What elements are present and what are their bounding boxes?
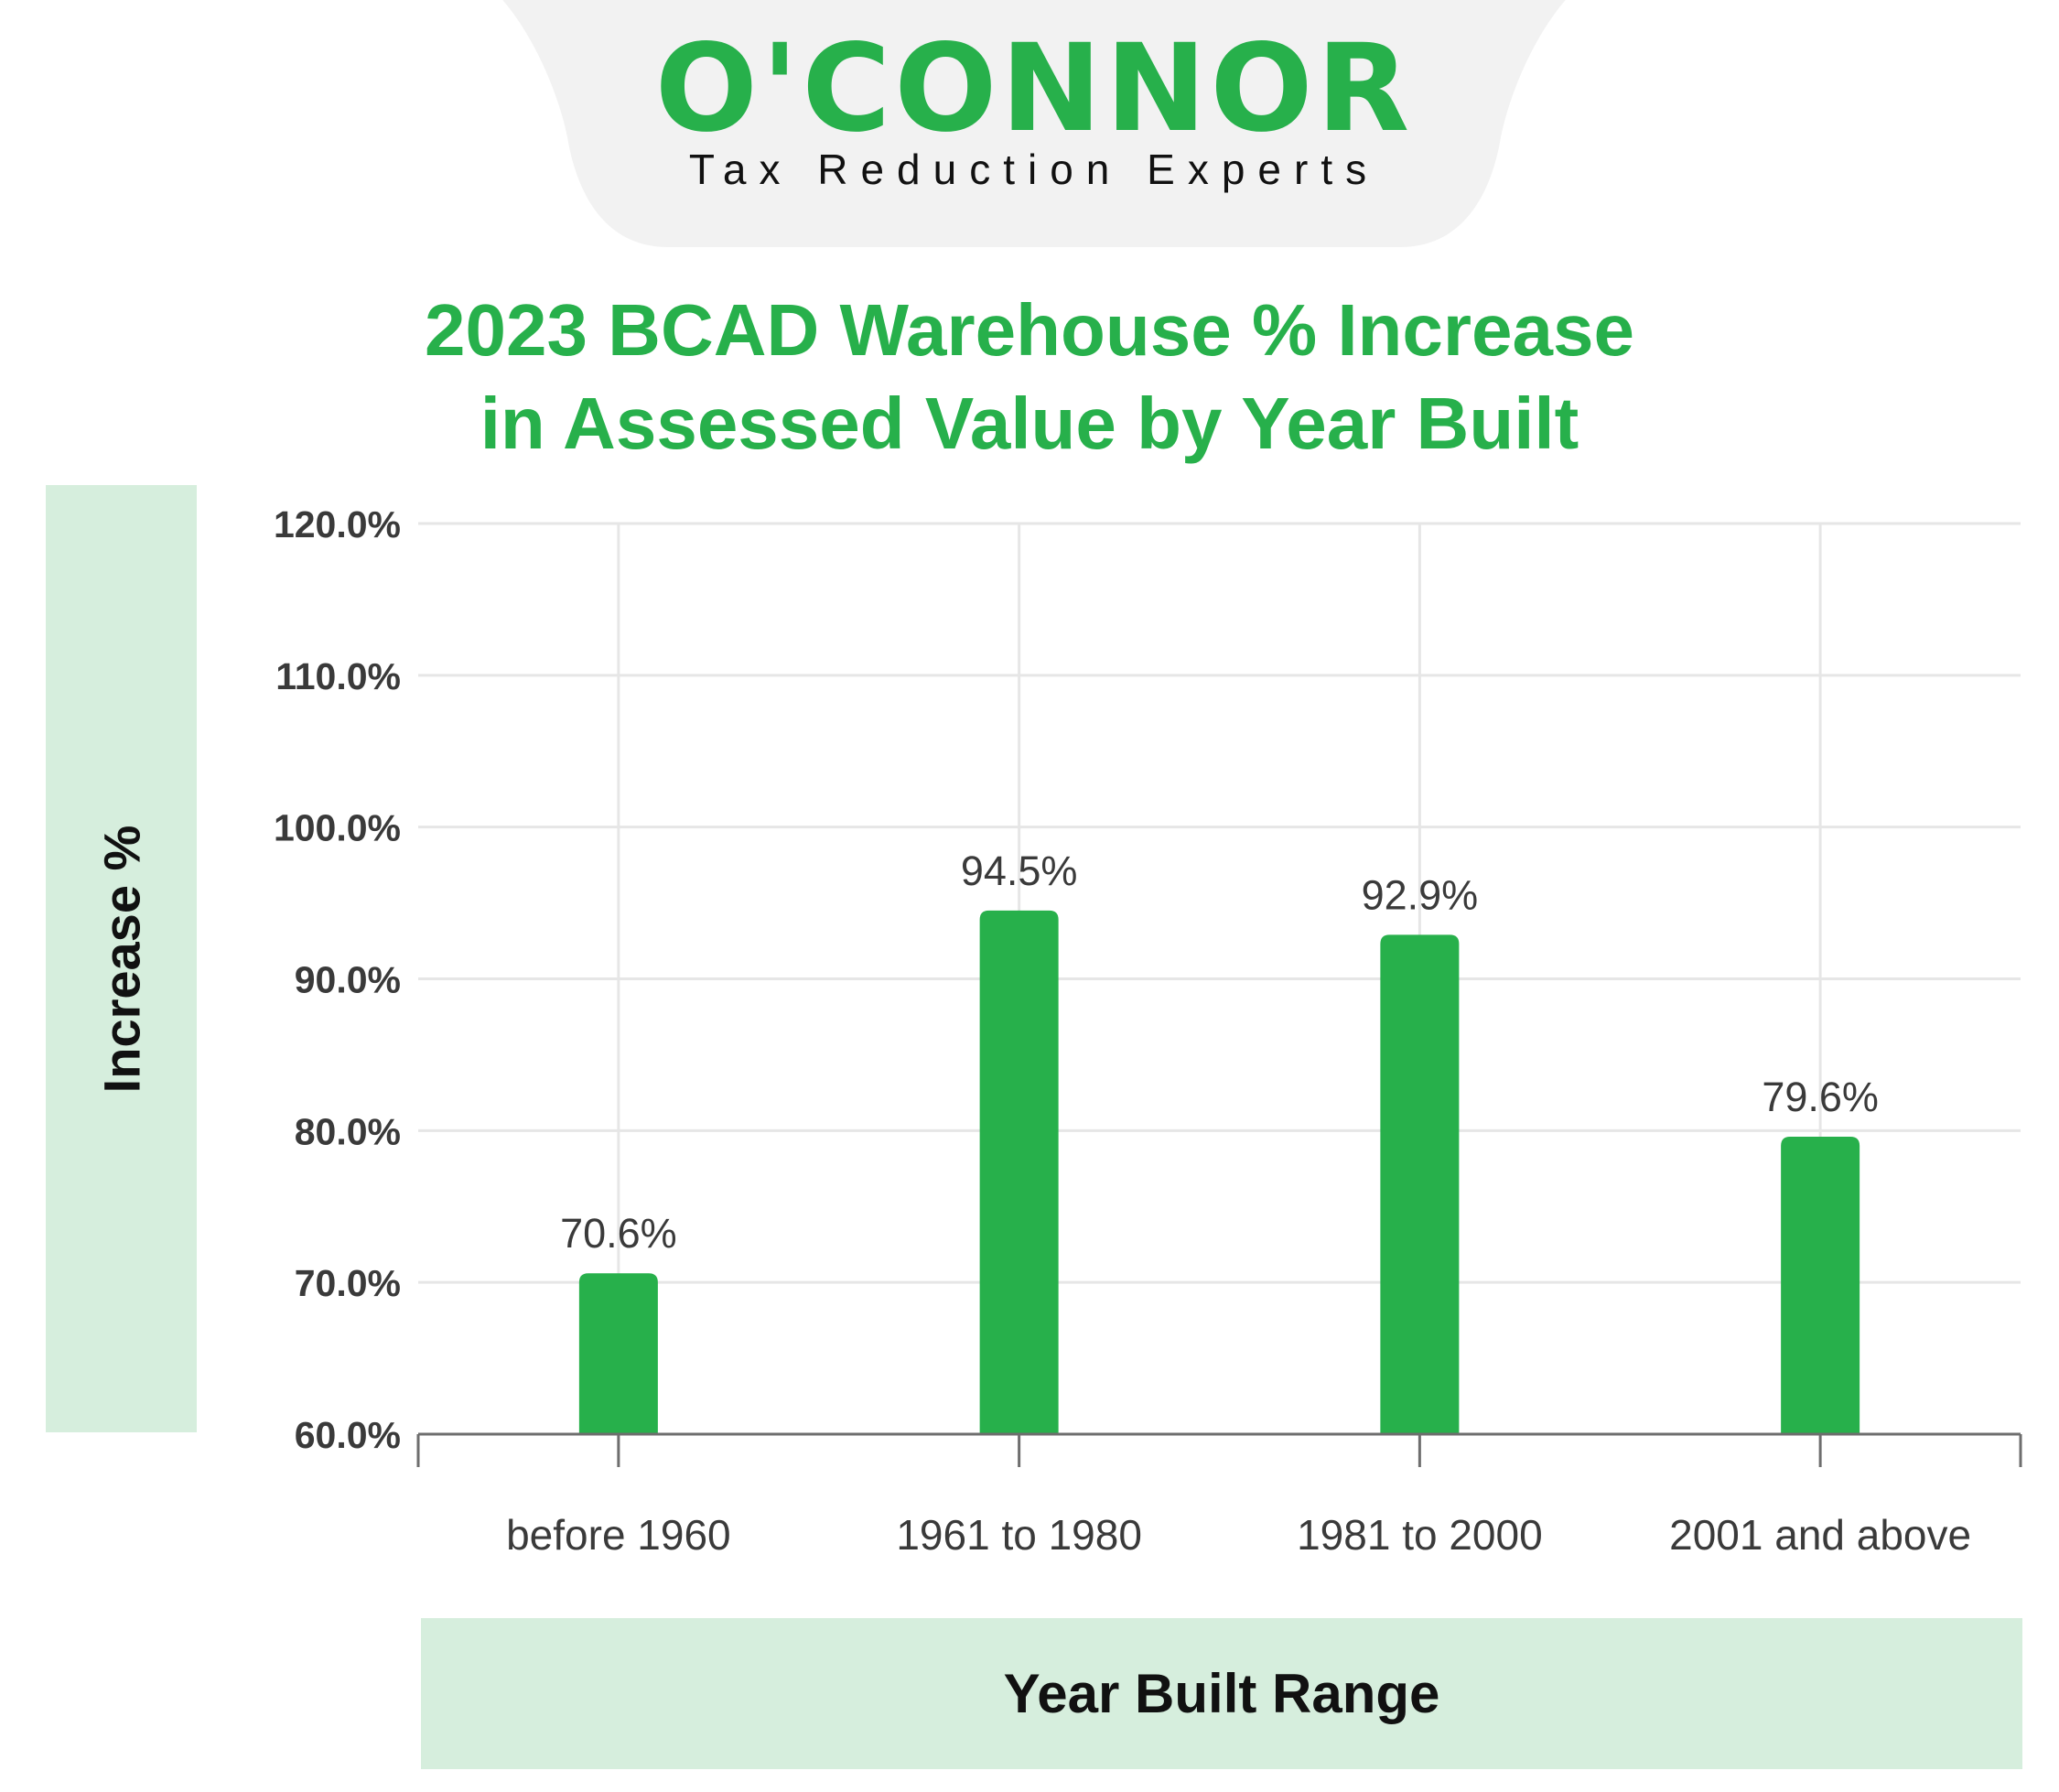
bar-value-label: 94.5% <box>961 847 1078 894</box>
logo-tab: O'CONNOR Tax Reduction Experts <box>494 0 1574 247</box>
chart-title: 2023 BCAD Warehouse % Increase in Assess… <box>0 284 2059 470</box>
logo-tab-shape <box>502 0 1566 247</box>
x-tick-label: before 1960 <box>506 1511 731 1559</box>
bar <box>1781 1136 1860 1434</box>
x-axis-label: Year Built Range <box>1003 1663 1440 1724</box>
y-tick-label: 60.0% <box>295 1414 401 1456</box>
y-tick-label: 120.0% <box>274 503 401 545</box>
x-axis-label-panel: Year Built Range <box>421 1618 2022 1769</box>
x-tick-label: 1961 to 1980 <box>896 1511 1142 1559</box>
logo-wordmark: O'CONNOR <box>654 18 1414 159</box>
bar <box>979 910 1059 1434</box>
logo-tagline: Tax Reduction Experts <box>688 146 1380 193</box>
x-tick-label: 1981 to 2000 <box>1297 1511 1543 1559</box>
x-tick-label: 2001 and above <box>1669 1511 1971 1559</box>
y-tick-label: 110.0% <box>275 655 401 697</box>
y-axis-label-panel <box>46 485 197 1432</box>
y-tick-label: 70.0% <box>295 1262 401 1304</box>
y-tick-label: 90.0% <box>295 959 401 1001</box>
y-tick-label: 100.0% <box>274 807 401 849</box>
bar <box>1380 934 1460 1434</box>
chart-title-line1: 2023 BCAD Warehouse % Increase <box>424 289 1635 371</box>
chart-title-line2: in Assessed Value by Year Built <box>480 383 1579 464</box>
bar-value-label: 79.6% <box>1762 1074 1879 1120</box>
bar-value-label: 92.9% <box>1362 871 1479 918</box>
bar-value-label: 70.6% <box>560 1210 677 1257</box>
bar <box>578 1273 658 1434</box>
y-tick-label: 80.0% <box>295 1110 401 1152</box>
